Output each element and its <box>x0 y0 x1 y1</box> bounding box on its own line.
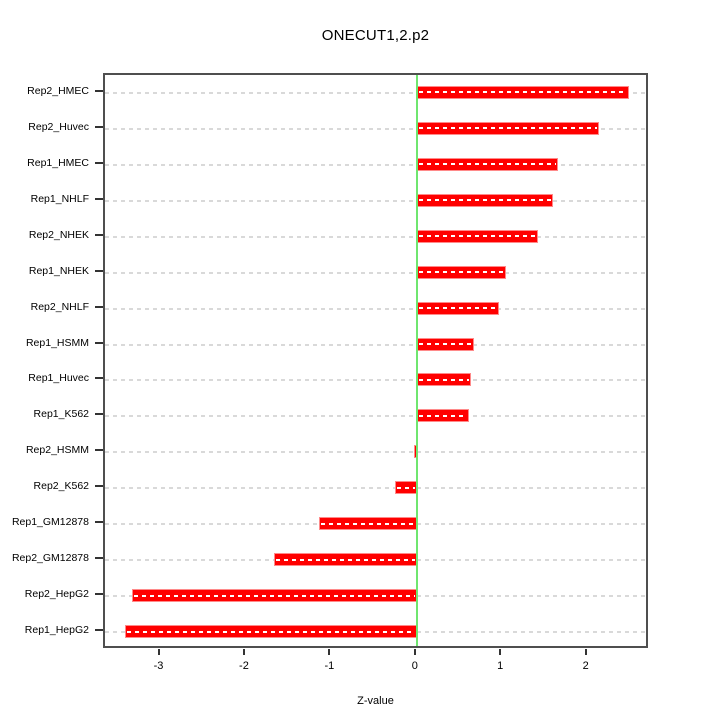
bar-Rep1_HMEC <box>416 157 558 171</box>
x-axis-tick <box>584 649 587 655</box>
bar-Rep2_HMEC <box>416 85 630 99</box>
y-axis-label: Rep1_NHEK <box>28 264 89 277</box>
row-gridline <box>105 451 646 454</box>
bar-inner-dash <box>134 594 415 597</box>
x-axis-tick-label: -3 <box>153 660 164 672</box>
y-axis-label: Rep1_HSMM <box>25 336 89 349</box>
y-axis-label: Rep1_GM12878 <box>11 516 89 529</box>
y-axis-tick <box>95 125 103 128</box>
y-axis-label: Rep2_HepG2 <box>24 588 89 601</box>
y-axis-tick <box>95 629 103 632</box>
bar-Rep1_HepG2 <box>124 625 417 639</box>
x-axis-tick-label: 2 <box>582 660 589 672</box>
bar-inner-dash <box>276 558 415 561</box>
bar-inner-dash <box>418 127 597 130</box>
y-axis-label: Rep2_NHLF <box>30 300 89 313</box>
y-axis-tick <box>95 341 103 344</box>
y-axis-tick <box>95 269 103 272</box>
bar-Rep1_GM12878 <box>318 517 417 531</box>
x-axis-tick-label: 0 <box>411 660 418 672</box>
x-axis-tick-label: 1 <box>497 660 504 672</box>
bar-Rep1_NHEK <box>416 265 506 279</box>
y-axis-tick <box>95 305 103 308</box>
row-gridline <box>105 163 646 166</box>
y-axis-label: Rep2_NHEK <box>28 228 89 241</box>
bar-Rep2_NHEK <box>416 229 539 243</box>
row-gridline <box>105 91 646 94</box>
row-gridline <box>105 487 646 490</box>
chart-title: ONECUT1,2.p2 <box>321 27 430 44</box>
y-axis-tick <box>95 161 103 164</box>
bar-inner-dash <box>418 163 556 166</box>
x-axis-tick <box>157 649 160 655</box>
x-axis-tick <box>413 649 416 655</box>
x-axis-tick-label: -2 <box>239 660 249 672</box>
row-gridline <box>105 199 646 202</box>
y-axis-label: Rep2_HMEC <box>27 84 89 97</box>
y-axis-tick <box>95 89 103 92</box>
y-axis-tick <box>95 485 103 488</box>
bar-Rep2_HepG2 <box>132 589 417 603</box>
row-gridline <box>105 415 646 418</box>
bar-Rep2_Huvec <box>416 121 599 135</box>
y-axis-tick <box>95 233 103 236</box>
bar-inner-dash <box>418 91 628 94</box>
bar-inner-dash <box>418 199 551 202</box>
bar-inner-dash <box>418 414 467 417</box>
x-axis-title: Z-value <box>357 695 394 707</box>
y-axis-tick <box>95 557 103 560</box>
x-axis-tick <box>328 649 331 655</box>
bar-Rep1_NHLF <box>416 193 553 207</box>
bar-inner-dash <box>418 235 537 238</box>
y-axis-tick <box>95 197 103 200</box>
row-gridline <box>105 379 646 382</box>
y-axis-tick <box>95 521 103 524</box>
bar-Rep2_GM12878 <box>274 553 417 567</box>
plot-area <box>103 73 648 648</box>
y-axis-label: Rep2_HSMM <box>25 444 89 457</box>
bar-inner-dash <box>418 378 470 381</box>
bar-Rep1_K562 <box>416 409 469 423</box>
y-axis-label: Rep1_K562 <box>33 408 89 421</box>
y-axis-label: Rep2_K562 <box>33 480 89 493</box>
bar-Rep2_NHLF <box>416 301 499 315</box>
y-axis-label: Rep1_HMEC <box>27 156 89 169</box>
y-axis-label: Rep1_HepG2 <box>24 624 89 637</box>
y-axis-label: Rep1_NHLF <box>30 192 89 205</box>
y-axis-label: Rep2_Huvec <box>28 120 89 133</box>
y-axis-tick <box>95 593 103 596</box>
bar-inner-dash <box>418 307 497 310</box>
x-axis-tick-label: -1 <box>324 660 335 672</box>
bar-inner-dash <box>396 486 415 489</box>
bar-inner-dash <box>126 630 415 633</box>
x-axis-tick <box>499 649 502 655</box>
bar-Rep2_K562 <box>394 481 417 495</box>
bar-inner-dash <box>418 343 472 346</box>
y-axis-tick <box>95 377 103 380</box>
bar-inner-dash <box>418 271 504 274</box>
row-gridline <box>105 271 646 274</box>
row-gridline <box>105 343 646 346</box>
y-axis-tick <box>95 449 103 452</box>
y-axis-label: Rep2_GM12878 <box>11 552 89 565</box>
row-gridline <box>105 127 646 130</box>
y-axis-label: Rep1_Huvec <box>28 372 89 385</box>
x-axis-tick <box>242 649 245 655</box>
bar-inner-dash <box>320 522 415 525</box>
row-gridline <box>105 307 646 310</box>
zero-reference-line <box>415 75 418 646</box>
y-axis-tick <box>95 413 103 416</box>
bar-Rep1_Huvec <box>416 373 472 387</box>
bar-Rep1_HSMM <box>416 337 474 351</box>
row-gridline <box>105 235 646 238</box>
